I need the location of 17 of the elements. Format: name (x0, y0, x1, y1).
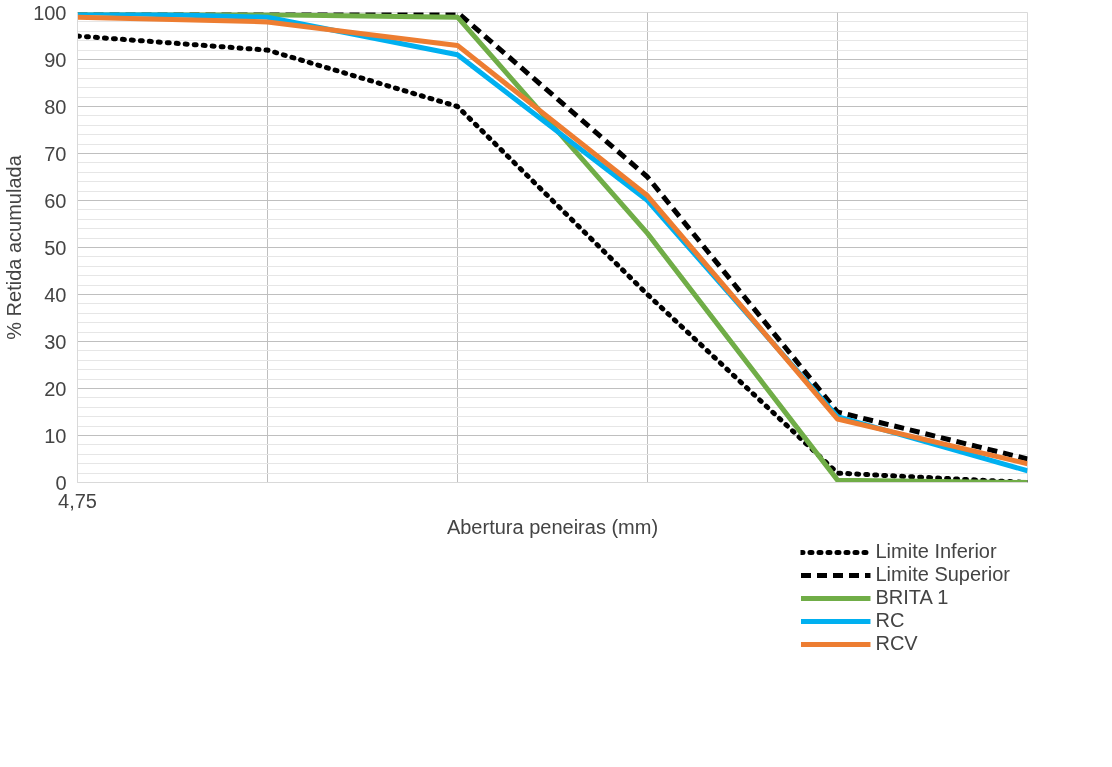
y-tick-label: 70 (44, 142, 67, 165)
legend-label: RCV (875, 632, 918, 655)
y-axis-title: % Retida acumulada (3, 154, 26, 340)
y-tick-label: 40 (44, 283, 67, 306)
legend-label: BRITA 1 (875, 586, 949, 609)
y-tick-label: 20 (44, 377, 67, 400)
y-tick-label: 100 (33, 1, 67, 24)
x-axis-title: Abertura peneiras (mm) (446, 515, 659, 538)
y-tick-label: 30 (44, 330, 67, 353)
y-tick-label: 50 (44, 236, 67, 259)
legend-label: Limite Inferior (875, 540, 997, 563)
legend-label: RC (875, 609, 905, 632)
y-tick-label: 10 (44, 424, 67, 447)
y-tick-label: 80 (44, 95, 67, 118)
legend-label: Limite Superior (875, 563, 1010, 586)
y-tick-label: 60 (44, 189, 67, 212)
y-tick-label: 90 (44, 48, 67, 71)
